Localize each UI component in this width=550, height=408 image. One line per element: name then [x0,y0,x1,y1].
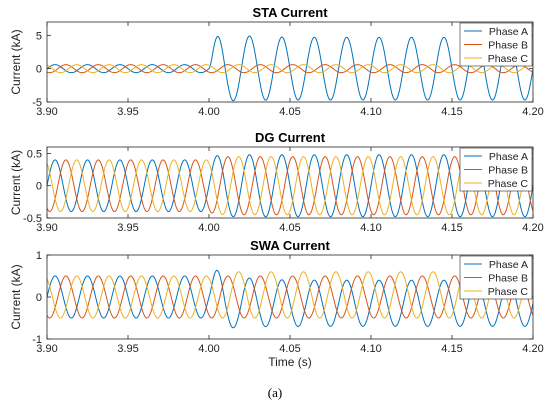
series-line-phase-a [47,154,533,218]
x-tick-label: 4.20 [522,106,543,118]
x-tick-label: 4.20 [522,222,543,234]
x-tick-label: 4.05 [279,222,300,234]
x-axis-label: Time (s) [268,355,312,369]
y-axis-label: Current (kA) [9,29,23,94]
series-group [47,35,533,102]
y-tick-label: 0 [36,181,42,193]
legend-label: Phase C [488,53,529,65]
series-group [47,269,533,329]
x-tick-label: 3.95 [117,222,138,234]
legend-label: Phase A [489,259,528,271]
x-tick-label: 3.95 [117,106,138,118]
legend-label: Phase C [488,178,529,190]
subplot-2: DG Current 3.90 3.95 4.00 4.05 4.10 4.15 4.20 -0… [9,130,544,234]
x-tick-label: 4.15 [441,222,462,234]
x-tick-label: 4.10 [360,343,381,355]
y-tick-label: 0.5 [27,148,42,160]
x-tick-label: 4.10 [360,222,381,234]
x-tick-label: 3.90 [36,106,57,118]
x-tick-label: 4.00 [198,222,219,234]
x-tick-label: 3.90 [36,222,57,234]
subplot-1: STA Current 3.90 3.95 4.00 4.05 4.10 4.15 4.20 -… [9,5,544,118]
series-line-phase-b [47,275,533,319]
x-tick-label: 4.20 [522,343,543,355]
y-tick-label: 1 [36,250,42,262]
subplot-title: DG Current [255,130,326,145]
series-line-phase-a [47,35,533,102]
subplot-3: SWA Current 3.90 3.95 4.00 4.05 4.10 4.15 4.20 -… [9,238,544,369]
y-axis-label: Current (kA) [9,150,23,215]
series-line-phase-a [47,269,533,329]
subplot-title: STA Current [252,5,328,20]
x-tick-label: 3.90 [36,343,57,355]
legend-label: Phase B [488,273,528,285]
y-tick-label: -5 [32,97,42,109]
series-line-phase-b [47,156,533,216]
figure-caption: (a) [267,385,283,400]
y-tick-label: 0 [36,292,42,304]
series-line-phase-c [47,64,533,74]
y-axis-label: Current (kA) [9,264,23,329]
series-line-phase-c [47,156,533,216]
x-tick-label: 4.15 [441,106,462,118]
x-tick-label: 4.05 [279,106,300,118]
x-tick-label: 4.05 [279,343,300,355]
subplot-title: SWA Current [250,238,330,253]
y-tick-label: -0.5 [23,213,42,225]
x-tick-label: 3.95 [117,343,138,355]
legend-label: Phase B [488,40,528,52]
x-tick-label: 4.10 [360,106,381,118]
y-tick-label: -1 [32,334,42,346]
x-tick-label: 4.00 [198,343,219,355]
series-line-phase-c [47,271,533,319]
legend-label: Phase A [489,26,528,38]
figure-canvas: STA Current 3.90 3.95 4.00 4.05 4.10 4.15 4.20 -… [9,5,544,369]
y-tick-label: 5 [36,30,42,42]
legend-label: Phase B [488,165,528,177]
legend-label: Phase C [488,286,529,298]
x-tick-label: 4.15 [441,343,462,355]
y-tick-label: 0 [36,64,42,76]
series-line-phase-b [47,64,533,74]
series-group [47,154,533,218]
legend-label: Phase A [489,151,528,163]
x-tick-label: 4.00 [198,106,219,118]
